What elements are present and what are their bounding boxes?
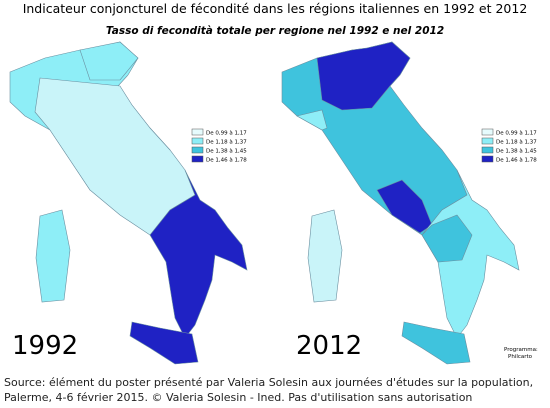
legend-swatch <box>481 155 494 163</box>
legend-swatch <box>191 128 204 136</box>
credit: Programma: <box>504 347 538 353</box>
sicily <box>129 321 199 365</box>
legend-label: De 0,99 à 1,17 <box>496 130 537 137</box>
italy-campania <box>421 214 473 263</box>
legend-swatch <box>481 146 494 154</box>
title: Indicateur conjoncturel de fécondité dan… <box>23 1 528 16</box>
source: Palerme, 4-6 février 2015. © Valeria Sol… <box>4 391 472 404</box>
legend-label: De 1,18 à 1,37 <box>206 139 247 146</box>
legend-label: De 1,38 à 1,45 <box>496 148 537 155</box>
italy-south <box>149 169 248 339</box>
legend-swatch <box>191 137 204 145</box>
legend-label: De 0,99 à 1,17 <box>206 130 247 137</box>
legends: De 0,99 à 1,17 De 1,18 à 1,37 De 1,38 à 1,… <box>191 128 537 164</box>
legend-label: De 1,46 à 1,78 <box>496 157 537 164</box>
legend-label: De 1,46 à 1,78 <box>206 157 247 164</box>
legend-label: De 1,38 à 1,45 <box>206 148 247 155</box>
italy-north <box>316 41 411 111</box>
map-1992: 1992 <box>9 41 248 365</box>
legend-swatch <box>191 155 204 163</box>
map-2012: 2012 Programma: Philcarto <box>281 41 538 365</box>
italy-liguria <box>296 109 328 131</box>
sicily <box>401 321 471 365</box>
sardinia <box>307 209 343 303</box>
italy-veneto <box>79 41 139 81</box>
subtitle: Tasso di fecondità totale per regione ne… <box>106 25 444 37</box>
year-label: 1992 <box>12 331 78 361</box>
legend-swatch <box>481 137 494 145</box>
source: Source: élément du poster présenté par V… <box>4 376 533 389</box>
legend-swatch <box>481 128 494 136</box>
credit: Philcarto <box>508 354 533 360</box>
year-label: 2012 <box>296 331 362 361</box>
legend-label: De 1,18 à 1,37 <box>496 139 537 146</box>
legend-swatch <box>191 146 204 154</box>
sardinia <box>35 209 71 303</box>
